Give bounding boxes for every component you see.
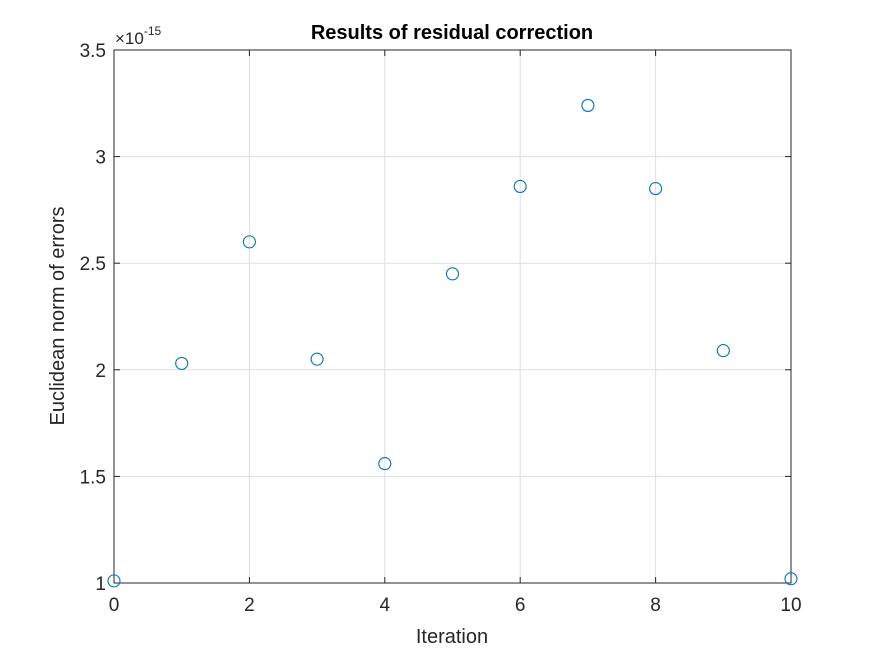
x-tick-label: 4 — [380, 595, 391, 616]
y-tick-label: 2.5 — [80, 254, 106, 275]
data-point — [175, 356, 189, 370]
exponent-base: ×10 — [115, 29, 144, 48]
y-axis-exponent: ×10-15 — [115, 24, 162, 48]
data-point — [649, 182, 663, 196]
tick-labels: 0 2 4 6 8 10 1 1.5 2 2.5 3 3.5 — [80, 41, 802, 616]
data-point — [784, 572, 798, 586]
axes — [113, 49, 792, 584]
x-tick-label: 0 — [109, 595, 120, 616]
x-tick-label: 8 — [650, 595, 661, 616]
exponent-power: -15 — [144, 24, 162, 38]
data-point — [107, 574, 121, 588]
data-point — [378, 457, 392, 471]
y-tick-label: 2 — [95, 361, 106, 382]
grid — [113, 49, 792, 584]
y-tick-label: 3 — [95, 148, 106, 169]
chart-title: Results of residual correction — [311, 22, 593, 44]
y-tick-label: 1 — [95, 574, 106, 595]
data-point — [242, 235, 256, 249]
axes-box — [113, 49, 792, 584]
data-point — [445, 267, 460, 281]
x-tick-label: 10 — [780, 595, 801, 616]
x-axis-label: Iteration — [416, 626, 488, 648]
x-tick-label: 2 — [244, 595, 255, 616]
data-point — [581, 98, 595, 112]
data-point — [310, 352, 324, 366]
y-axis-label: Euclidean norm of errors — [47, 207, 69, 426]
data-point — [716, 344, 730, 358]
data-point — [513, 179, 527, 193]
x-tick-label: 6 — [515, 595, 526, 616]
svg-text:×10-15: ×10-15 — [115, 24, 162, 48]
y-tick-label: 1.5 — [80, 467, 106, 488]
y-tick-label: 3.5 — [80, 41, 106, 62]
data-points — [107, 98, 798, 588]
